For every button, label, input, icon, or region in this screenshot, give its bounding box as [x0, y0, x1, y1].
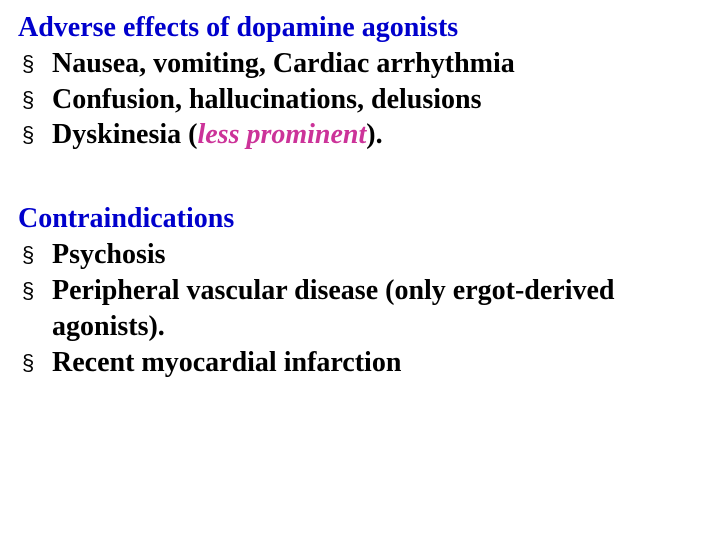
heading-text: Contraindications [18, 201, 702, 237]
slide-content: Adverse effects of dopamine agonists § N… [0, 0, 720, 540]
list-item: § Psychosis [18, 237, 702, 273]
bullet-icon: § [22, 237, 52, 269]
bullet-icon: § [22, 273, 52, 305]
list-item: § Dyskinesia (less prominent). [18, 117, 702, 153]
heading-text: Adverse effects of dopamine agonists [18, 10, 702, 46]
item-text: Recent myocardial infarction [52, 345, 702, 381]
bullet-icon: § [22, 82, 52, 114]
item-text: Nausea, vomiting, Cardiac arrhythmia [52, 46, 702, 82]
item-text: Confusion, hallucinations, delusions [52, 82, 702, 118]
bullet-icon: § [22, 46, 52, 78]
bullet-icon: § [22, 117, 52, 149]
item-text: Peripheral vascular disease (only ergot-… [52, 273, 702, 345]
list-item: § Peripheral vascular disease (only ergo… [18, 273, 702, 345]
item-text-pre: Dyskinesia ( [52, 119, 197, 150]
list-item: § Confusion, hallucinations, delusions [18, 82, 702, 118]
item-text: Psychosis [52, 237, 702, 273]
section-2-heading: Contraindications [18, 201, 702, 237]
section-spacer [18, 153, 702, 201]
bullet-icon: § [22, 345, 52, 377]
section-1-heading: Adverse effects of dopamine agonists [18, 10, 702, 46]
list-item: § Recent myocardial infarction [18, 345, 702, 381]
item-text-post: ). [366, 119, 382, 150]
list-item: § Nausea, vomiting, Cardiac arrhythmia [18, 46, 702, 82]
item-text-emph: less prominent [197, 119, 366, 150]
item-text: Dyskinesia (less prominent). [52, 117, 702, 153]
